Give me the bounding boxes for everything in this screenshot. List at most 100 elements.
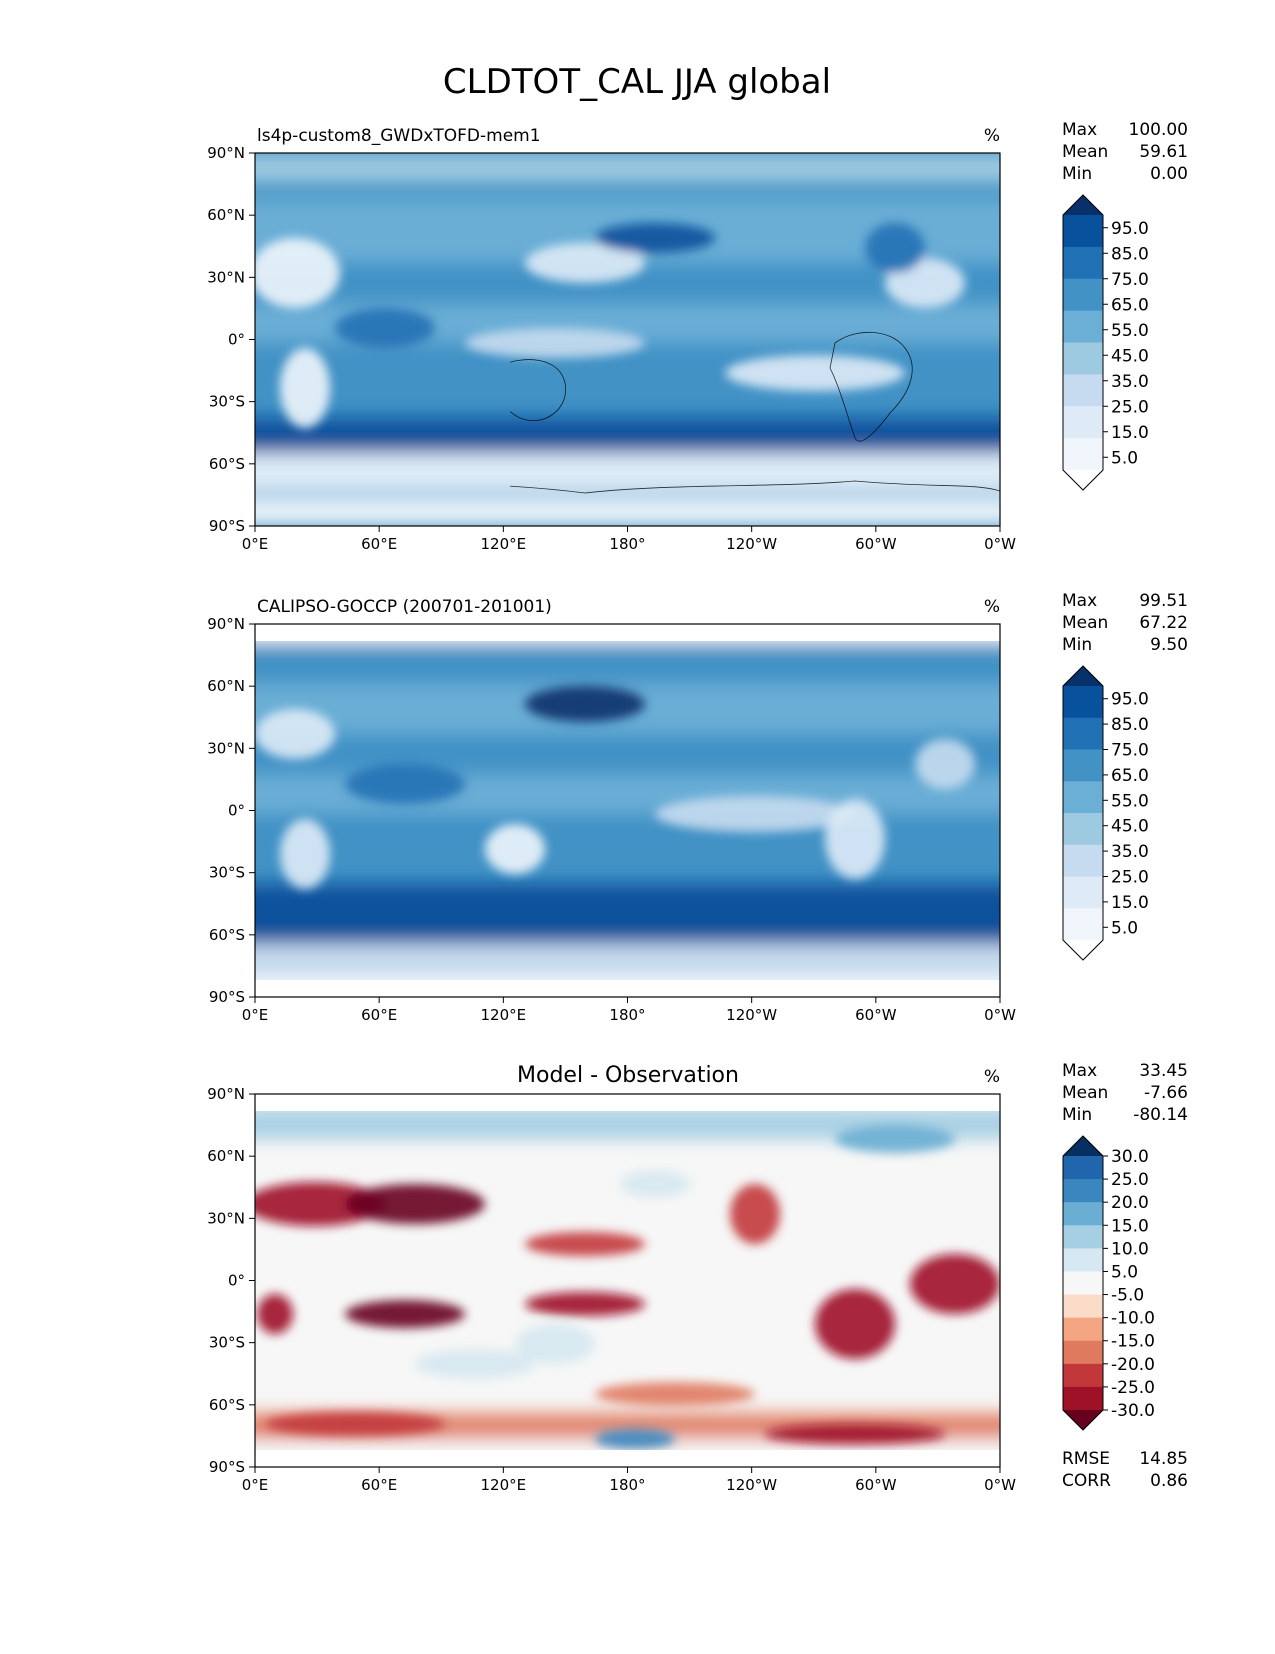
colorbar-segment	[1063, 1179, 1103, 1203]
field-blob	[345, 1184, 485, 1224]
colorbar-label: 65.0	[1111, 766, 1149, 786]
colorbar: 30.0 25.0 20.0 15.0 10.0 5.0 -5.0 -10.0 -15.0 -20…	[1062, 1135, 1155, 1431]
colorbar-segment	[1063, 749, 1103, 782]
field-blob	[485, 824, 545, 874]
colorbar-segment	[1063, 246, 1103, 280]
field-blob	[825, 799, 885, 879]
field-bands	[255, 624, 1000, 997]
colorbar-label: -5.0	[1111, 1286, 1144, 1306]
colorbar-label: 35.0	[1111, 372, 1149, 392]
x-tick-label: 180°	[609, 535, 645, 553]
field-blob	[865, 223, 925, 273]
stat-label: Min	[1062, 1105, 1092, 1125]
y-tick-label: 30°N	[207, 268, 245, 286]
stat-value: 0.00	[1150, 164, 1188, 184]
colorbar-outline	[1062, 194, 1104, 491]
colorbar-label: 45.0	[1111, 346, 1149, 366]
field-band	[255, 198, 1000, 223]
field-band	[255, 153, 1000, 183]
field-band	[255, 453, 1000, 493]
colorbar-label: 95.0	[1111, 690, 1149, 710]
colorbar-label: 15.0	[1111, 893, 1149, 913]
y-tick-label: 60°S	[209, 1396, 245, 1414]
missing-data-south	[255, 1450, 1000, 1467]
field-blob	[620, 1170, 690, 1198]
x-tick-label: 60°E	[361, 1006, 397, 1024]
colorbar-segment	[1063, 1248, 1103, 1272]
field-background	[255, 1094, 1000, 1467]
colorbar-extend-bottom	[1063, 470, 1103, 490]
field-blob	[595, 1429, 675, 1449]
x-tick-label: 120°W	[726, 1006, 777, 1024]
colorbar-label: -30.0	[1111, 1401, 1155, 1421]
colorbar-label: 25.0	[1111, 1170, 1149, 1190]
stat-label: Max	[1062, 1061, 1097, 1081]
panel-1: 0°E 60°E 120°E 180° 120°W 60°W 0°W 90°N 60°N 30°N…	[207, 120, 1188, 553]
colorbar-segment	[1063, 876, 1103, 909]
field-blob	[815, 1289, 895, 1359]
x-tick-label: 60°W	[855, 1476, 897, 1494]
colorbar-label: 95.0	[1111, 219, 1149, 239]
colorbar-label: -20.0	[1111, 1355, 1155, 1375]
stat-value: -7.66	[1144, 1083, 1188, 1103]
field-blob	[255, 1182, 385, 1226]
y-tick-label: 90°S	[209, 517, 245, 535]
colorbar-segment	[1063, 1317, 1103, 1342]
missing-data-south	[255, 980, 1000, 997]
field-band	[255, 944, 1000, 979]
x-tick-label: 120°W	[726, 535, 777, 553]
colorbar-label: 85.0	[1111, 244, 1149, 264]
colorbar-label: 5.0	[1111, 448, 1138, 468]
y-tick-label: 60°N	[207, 206, 245, 224]
x-tick-label: 0°W	[984, 1006, 1016, 1024]
field-blob	[595, 1382, 755, 1406]
y-tick-label: 90°S	[209, 1458, 245, 1476]
field-band	[255, 418, 1000, 453]
colorbar-segment	[1063, 215, 1103, 248]
colorbar-segment	[1063, 1225, 1103, 1249]
colorbar-segment	[1063, 1386, 1103, 1411]
field-blob	[345, 1300, 465, 1328]
colorbar-segment	[1063, 374, 1103, 407]
y-tick-label: 30°N	[207, 739, 245, 757]
x-tick-label: 0°E	[242, 1006, 269, 1024]
field-blobs	[255, 1125, 1000, 1449]
x-tick-label: 60°E	[361, 535, 397, 553]
colorbar-label: 15.0	[1111, 423, 1149, 443]
colorbar-segment	[1063, 1363, 1103, 1388]
missing-data-north	[255, 1094, 1000, 1111]
stat-label: Mean	[1062, 1083, 1108, 1103]
field-blob	[595, 223, 715, 253]
y-tick-label: 90°N	[207, 1085, 245, 1103]
colorbar-segment	[1063, 1340, 1103, 1365]
x-tick-label: 60°E	[361, 1476, 397, 1494]
stat-label: Min	[1062, 164, 1092, 184]
y-tick-label: 30°S	[209, 1334, 245, 1352]
y-tick-label: 90°S	[209, 988, 245, 1006]
rmse-value: 14.85	[1139, 1449, 1188, 1469]
colorbar-label: -25.0	[1111, 1378, 1155, 1398]
colorbar-label: 35.0	[1111, 842, 1149, 862]
x-tick-label: 0°E	[242, 535, 269, 553]
field-band	[255, 498, 1000, 526]
colorbar-label: -15.0	[1111, 1332, 1155, 1352]
coastline	[829, 331, 913, 442]
field-blob	[730, 1184, 780, 1244]
colorbar-segment	[1063, 686, 1103, 719]
colorbar-label: 75.0	[1111, 741, 1149, 761]
field-blob	[525, 686, 645, 722]
colorbar-extend-bottom	[1063, 940, 1103, 960]
x-tick-label: 0°E	[242, 1476, 269, 1494]
field-blob	[835, 1125, 955, 1153]
colorbar-segment	[1063, 1156, 1103, 1180]
colorbar-segment	[1063, 781, 1103, 814]
x-tick-label: 60°W	[855, 535, 897, 553]
field-blob	[257, 1294, 293, 1334]
x-tick-label: 180°	[609, 1006, 645, 1024]
coastline	[510, 359, 567, 421]
y-tick-label: 60°N	[207, 1147, 245, 1165]
y-tick-label: 30°N	[207, 1209, 245, 1227]
y-tick-label: 90°N	[207, 615, 245, 633]
colorbar-label: 25.0	[1111, 397, 1149, 417]
